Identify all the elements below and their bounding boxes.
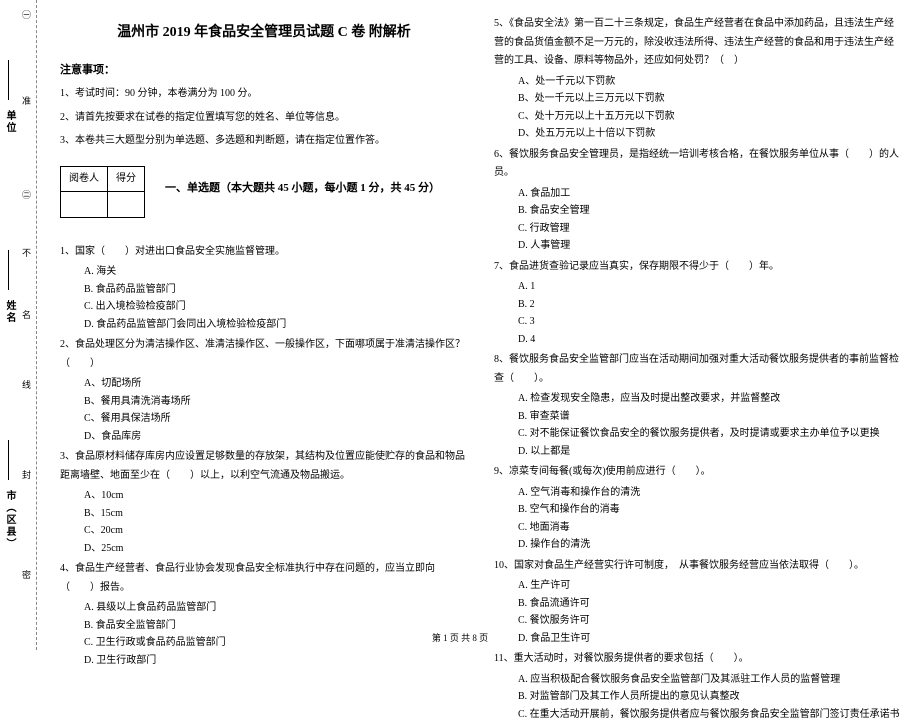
field-underline: [8, 60, 9, 100]
option: D. 卫生行政部门: [84, 652, 468, 670]
score-blank: [108, 192, 145, 218]
exam-title: 温州市 2019 年食品安全管理员试题 C 卷 附解析: [60, 20, 468, 46]
option: A、10cm: [84, 487, 468, 505]
option: A. 生产许可: [518, 577, 902, 595]
option: D. 4: [518, 331, 902, 349]
option: B. 2: [518, 296, 902, 314]
option: D、25cm: [84, 540, 468, 558]
option: C、20cm: [84, 522, 468, 540]
field-label-city: 市（区县）: [2, 490, 17, 550]
score-row: 阅卷人 得分 一、单选题（本大题共 45 小题，每小题 1 分，共 45 分）: [60, 156, 468, 222]
question: 5、《食品安全法》第一百二十三条规定，食品生产经营者在食品中添加药品，且违法生产…: [494, 15, 902, 71]
field-label-unit: 单位: [2, 110, 17, 134]
spacer: [60, 222, 468, 240]
field-label-name: 姓名: [2, 300, 17, 324]
option: A. 检查发现安全隐患，应当及时提出整改要求，并监督整改: [518, 390, 902, 408]
option: C. 对不能保证餐饮食品安全的餐饮服务提供者，及时提请或要求主办单位予以更换: [518, 425, 902, 443]
option: A. 食品加工: [518, 185, 902, 203]
question: 4、食品生产经营者、食品行业协会发现食品安全标准执行中存在问题的，应当立即向（ …: [60, 560, 468, 597]
option: A、处一千元以下罚款: [518, 73, 902, 91]
option: D. 食品药品监管部门会同出入境检验检疫部门: [84, 316, 468, 334]
option: A. 应当积极配合餐饮服务食品安全监管部门及其派驻工作人员的监督管理: [518, 671, 902, 689]
option: D. 操作台的清洗: [518, 536, 902, 554]
binding-char: 名: [20, 310, 33, 325]
option: C. 餐饮服务许可: [518, 612, 902, 630]
binding-char: 封: [20, 470, 33, 485]
option: D. 以上都是: [518, 443, 902, 461]
option: A. 1: [518, 278, 902, 296]
question: 7、食品进货查验记录应当真实，保存期限不得少于（ ）年。: [494, 258, 902, 277]
option: C. 3: [518, 313, 902, 331]
question: 2、食品处理区分为清洁操作区、准清洁操作区、一般操作区，下面哪项属于准清洁操作区…: [60, 336, 468, 373]
question: 3、食品原材料储存库房内应设置足够数量的存放架，其结构及位置应能使贮存的食品和物…: [60, 448, 468, 485]
option: D、食品库房: [84, 428, 468, 446]
content-columns: 温州市 2019 年食品安全管理员试题 C 卷 附解析 注意事项： 1、考试时间…: [50, 0, 920, 650]
notice-item: 3、本卷共三大题型分别为单选题、多选题和判断题，请在指定位置作答。: [60, 132, 468, 151]
score-points-label: 得分: [108, 166, 145, 192]
binding-mark: ㊁: [20, 190, 33, 205]
option: A. 县级以上食品药品监管部门: [84, 599, 468, 617]
part1-title: 一、单选题（本大题共 45 小题，每小题 1 分，共 45 分）: [165, 178, 440, 198]
option: C. 在重大活动开展前，餐饮服务提供者应与餐饮服务食品安全监管部门签订责任承诺书: [518, 706, 902, 723]
exam-page: ㊀ 准 ㊁ 不 名 线 封 密 单位 姓名 市（区县） 温州市 2019 年食品…: [0, 0, 920, 650]
binding-char: 密: [20, 570, 33, 585]
binding-char: 线: [20, 380, 33, 395]
option: B、处一千元以上三万元以下罚款: [518, 90, 902, 108]
option: C、处十万元以上十五万元以下罚款: [518, 108, 902, 126]
option: C、餐用具保洁场所: [84, 410, 468, 428]
right-column: 5、《食品安全法》第一百二十三条规定，食品生产经营者在食品中添加药品，且违法生产…: [494, 12, 902, 642]
option: A. 海关: [84, 263, 468, 281]
question: 10、国家对食品生产经营实行许可制度， 从事餐饮服务经营应当依法取得（ ）。: [494, 557, 902, 576]
option: D. 人事管理: [518, 237, 902, 255]
question: 9、凉菜专间每餐(或每次)使用前应进行（ ）。: [494, 463, 902, 482]
option: C. 出入境检验检疫部门: [84, 298, 468, 316]
field-underline: [8, 250, 9, 290]
field-underline: [8, 440, 9, 480]
option: B. 空气和操作台的消毒: [518, 501, 902, 519]
binding-char: 不: [20, 248, 33, 263]
option: B. 对监管部门及其工作人员所提出的意见认真整改: [518, 688, 902, 706]
notice-heading: 注意事项：: [60, 60, 468, 80]
option: A. 空气消毒和操作台的清洗: [518, 484, 902, 502]
option: A、切配场所: [84, 375, 468, 393]
page-footer: 第 1 页 共 8 页: [0, 631, 920, 644]
notice-item: 1、考试时间：90 分钟，本卷满分为 100 分。: [60, 85, 468, 104]
question: 1、国家（ ）对进出口食品安全实施监督管理。: [60, 243, 468, 262]
binding-margin: ㊀ 准 ㊁ 不 名 线 封 密 单位 姓名 市（区县）: [0, 0, 50, 650]
notice-item: 2、请首先按要求在试卷的指定位置填写您的姓名、单位等信息。: [60, 109, 468, 128]
option: B、15cm: [84, 505, 468, 523]
binding-mark: ㊀: [20, 10, 33, 25]
score-grader-label: 阅卷人: [61, 166, 108, 192]
question: 8、餐饮服务食品安全监管部门应当在活动期间加强对重大活动餐饮服务提供者的事前监督…: [494, 351, 902, 388]
binding-dashed-line: [36, 0, 37, 650]
option: B. 食品安全管理: [518, 202, 902, 220]
option: B. 食品药品监管部门: [84, 281, 468, 299]
option: C. 地面消毒: [518, 519, 902, 537]
option: B. 审查菜谱: [518, 408, 902, 426]
option: D、处五万元以上十倍以下罚款: [518, 125, 902, 143]
left-column: 温州市 2019 年食品安全管理员试题 C 卷 附解析 注意事项： 1、考试时间…: [60, 12, 468, 642]
score-blank: [61, 192, 108, 218]
question: 6、餐饮服务食品安全管理员，是指经统一培训考核合格，在餐饮服务单位从事（ ）的人…: [494, 146, 902, 183]
option: B. 食品流通许可: [518, 595, 902, 613]
question: 11、重大活动时，对餐饮服务提供者的要求包括（ ）。: [494, 650, 902, 669]
option: C. 行政管理: [518, 220, 902, 238]
option: B、餐用具清洗消毒场所: [84, 393, 468, 411]
score-table: 阅卷人 得分: [60, 166, 145, 218]
binding-char: 准: [20, 96, 33, 111]
